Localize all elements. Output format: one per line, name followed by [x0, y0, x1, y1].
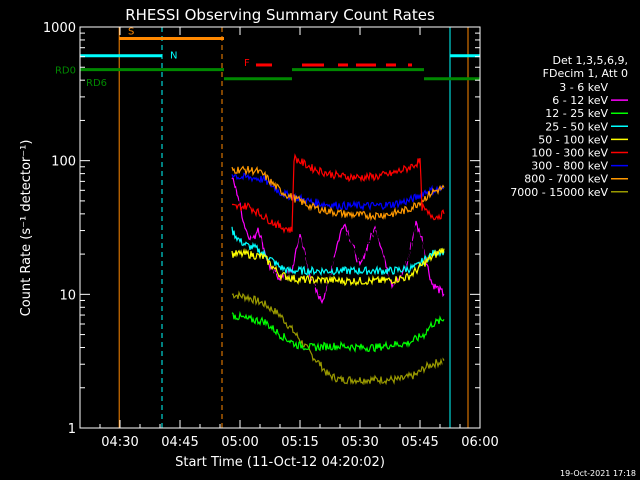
legend-label: 800 - 7000 keV [524, 173, 608, 186]
legend-label: 3 - 6 keV [559, 81, 608, 94]
x-tick-label: 04:30 [101, 435, 138, 450]
legend-label: 12 - 25 keV [545, 107, 608, 120]
y-tick-label: 100 [51, 155, 76, 170]
series-line-50-100keV [231, 247, 445, 287]
y-tick-label: 1000 [43, 21, 76, 36]
legend-label: 300 - 800 keV [531, 160, 608, 173]
flag-label-s: S [128, 27, 134, 38]
legend-label: 6 - 12 keV [552, 94, 608, 107]
legend-header: Det 1,3,5,6,9, [552, 54, 628, 67]
y-axis-label: Count Rate (s⁻¹ detector⁻¹) [19, 140, 34, 317]
legend-label: 100 - 300 keV [531, 147, 608, 160]
series-line-800-7000keV [231, 165, 445, 222]
x-tick-label: 05:00 [221, 435, 258, 450]
data-series [231, 153, 445, 386]
chart-title: RHESSI Observing Summary Count Rates [125, 6, 435, 24]
series-line-3-6keV [231, 174, 445, 365]
axes: 04:30 04:45 05:00 05:15 05:30 05:45 06:00 1 10 10… [43, 21, 499, 450]
legend: Det 1,3,5,6,9,FDecim 1, Att 03 - 6 keV6 … [510, 54, 628, 199]
series-line-100-300keV [231, 153, 445, 234]
y-tick-label: 10 [59, 288, 76, 303]
flag-label-rd0: RD0 [55, 66, 76, 77]
x-axis-label: Start Time (11-Oct-12 04:20:02) [175, 455, 385, 470]
status-flags: S N F RD0 RD6 [55, 27, 480, 89]
flag-label-f: F [244, 58, 250, 69]
legend-label: 50 - 100 keV [538, 133, 608, 146]
legend-label: 25 - 50 keV [545, 120, 608, 133]
flag-label-rd6: RD6 [86, 78, 107, 89]
footer-timestamp: 19-Oct-2021 17:18 [560, 469, 636, 478]
vertical-markers [118, 27, 469, 428]
legend-label: 7000 - 15000 keV [510, 186, 608, 199]
x-tick-label: 06:00 [461, 435, 498, 450]
flag-label-n: N [170, 51, 177, 62]
x-tick-label: 05:15 [281, 435, 318, 450]
legend-header: FDecim 1, Att 0 [543, 67, 628, 80]
y-tick-label: 1 [68, 422, 76, 437]
x-tick-label: 04:45 [161, 435, 198, 450]
x-tick-label: 05:30 [341, 435, 378, 450]
series-line-7000-15000keV [231, 290, 445, 386]
series-line-300-800keV [231, 172, 445, 212]
series-line-12-25keV [231, 310, 445, 353]
x-tick-label: 05:45 [401, 435, 438, 450]
